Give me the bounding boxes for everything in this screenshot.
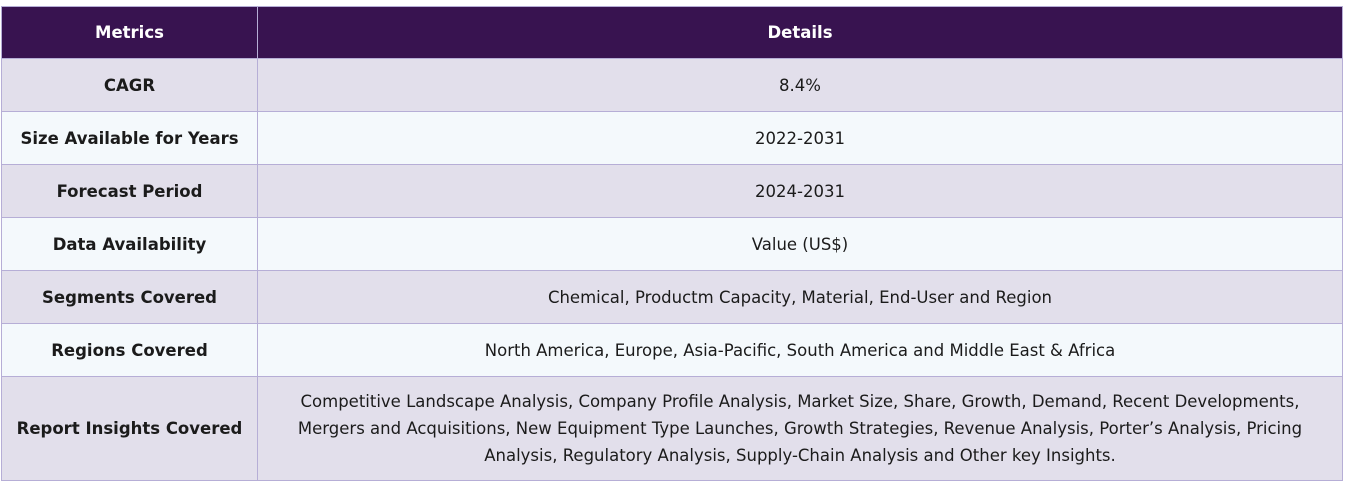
metrics-table-container: Metrics Details CAGR 8.4% Size Available… (1, 6, 1343, 481)
detail-cell: Value (US$) (257, 217, 1343, 271)
table-body: CAGR 8.4% Size Available for Years 2022-… (1, 58, 1343, 481)
metric-cell: Report Insights Covered (1, 376, 258, 481)
table-row: Segments Covered Chemical, Productm Capa… (1, 270, 1343, 324)
detail-cell: 2024-2031 (257, 164, 1343, 218)
table-header: Metrics Details (1, 6, 1343, 59)
table-row: Data Availability Value (US$) (1, 217, 1343, 271)
table-row: Size Available for Years 2022-2031 (1, 111, 1343, 165)
metric-cell: Forecast Period (1, 164, 258, 218)
metric-cell: CAGR (1, 58, 258, 112)
detail-cell: 8.4% (257, 58, 1343, 112)
metric-cell: Regions Covered (1, 323, 258, 377)
metric-cell: Size Available for Years (1, 111, 258, 165)
metric-cell: Segments Covered (1, 270, 258, 324)
table-row: CAGR 8.4% (1, 58, 1343, 112)
metrics-table: Metrics Details CAGR 8.4% Size Available… (1, 6, 1343, 481)
detail-cell: North America, Europe, Asia-Pacific, Sou… (257, 323, 1343, 377)
detail-cell: Chemical, Productm Capacity, Material, E… (257, 270, 1343, 324)
header-details: Details (257, 6, 1343, 59)
metric-cell: Data Availability (1, 217, 258, 271)
header-metrics: Metrics (1, 6, 258, 59)
header-row: Metrics Details (1, 6, 1343, 59)
table-row: Regions Covered North America, Europe, A… (1, 323, 1343, 377)
table-row: Report Insights Covered Competitive Land… (1, 376, 1343, 481)
table-row: Forecast Period 2024-2031 (1, 164, 1343, 218)
detail-cell: Competitive Landscape Analysis, Company … (257, 376, 1343, 481)
detail-cell: 2022-2031 (257, 111, 1343, 165)
